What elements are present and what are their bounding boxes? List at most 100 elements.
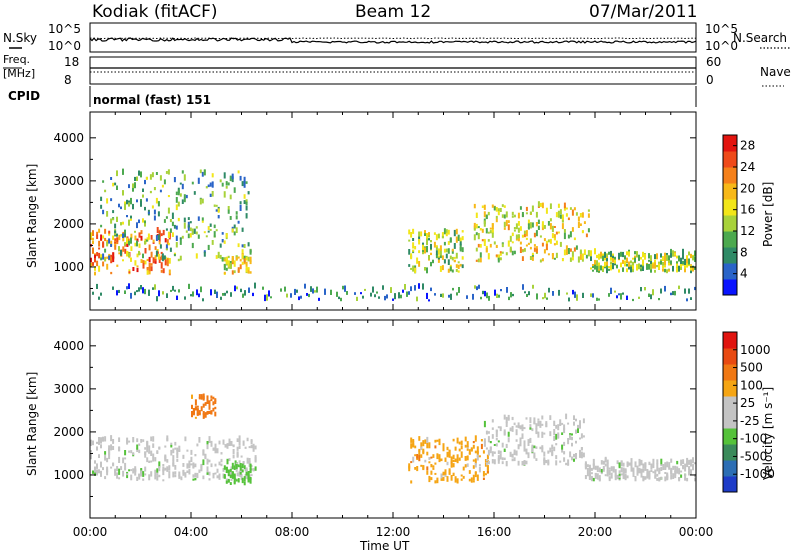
- echo-cell: [223, 191, 226, 198]
- echo-cell: [241, 227, 244, 232]
- echo-cell: [664, 268, 666, 273]
- echo-cell: [567, 234, 570, 239]
- echo-cell: [450, 293, 452, 300]
- echo-cell: [164, 238, 167, 243]
- echo-cell: [478, 466, 481, 473]
- echo-cell: [598, 467, 601, 473]
- echo-cell: [456, 459, 459, 464]
- echo-cell: [494, 289, 496, 296]
- echo-cell: [571, 433, 573, 436]
- echo-cell: [567, 217, 570, 221]
- echo-cell: [573, 453, 575, 458]
- echo-cell: [620, 467, 623, 473]
- echo-cell: [474, 285, 476, 289]
- echo-cell: [430, 477, 433, 481]
- echo-cell: [694, 252, 696, 255]
- echo-cell: [184, 436, 187, 442]
- echo-cell: [541, 447, 544, 453]
- echo-cell: [241, 253, 244, 260]
- echo-cell: [561, 432, 564, 435]
- echo-cell: [608, 467, 611, 470]
- echo-cell: [116, 466, 119, 472]
- echo-cell: [436, 479, 439, 484]
- echo-cell: [472, 465, 475, 469]
- echo-cell: [216, 291, 218, 298]
- echo-cell: [96, 231, 99, 235]
- echo-cell: [442, 443, 445, 446]
- echo-cell: [241, 181, 244, 187]
- echo-cell: [203, 251, 206, 257]
- echo-cell: [547, 459, 550, 466]
- velocity-panel-frame: [89, 319, 697, 519]
- echo-cell: [473, 234, 476, 241]
- echo-cell: [242, 461, 245, 465]
- echo-cell: [521, 427, 524, 432]
- echo-cell: [126, 199, 128, 205]
- echo-cell: [577, 428, 579, 433]
- echo-cell: [452, 472, 455, 476]
- echo-cell: [539, 202, 542, 207]
- echo-cell: [670, 470, 673, 475]
- echo-cell: [136, 447, 139, 452]
- echo-cell: [549, 238, 552, 244]
- echo-cell: [223, 263, 226, 271]
- echo-cell: [464, 456, 467, 461]
- echo-cell: [575, 245, 578, 250]
- echo-cell: [244, 446, 247, 449]
- echo-cell: [194, 478, 197, 481]
- echo-cell: [192, 478, 195, 481]
- echo-cell: [124, 290, 126, 294]
- echo-cell: [478, 284, 480, 289]
- echo-cell: [134, 242, 137, 247]
- echo-cell: [678, 255, 680, 262]
- echo-cell: [527, 439, 530, 445]
- echo-cell: [473, 225, 476, 230]
- echo-cell: [452, 460, 455, 463]
- echo-cell: [624, 260, 626, 267]
- echo-cell: [569, 207, 572, 210]
- echo-cell: [525, 206, 528, 212]
- echo-cell: [533, 455, 536, 459]
- echo-cell: [606, 459, 609, 464]
- echo-cell: [212, 407, 215, 412]
- echo-cell: [529, 437, 532, 443]
- echo-cell: [654, 254, 656, 260]
- echo-cell: [144, 447, 147, 450]
- echo-cell: [184, 472, 187, 478]
- echo-cell: [187, 217, 190, 220]
- echo-cell: [433, 232, 436, 235]
- echo-cell: [472, 480, 475, 483]
- echo-cell: [686, 263, 688, 268]
- echo-cell: [630, 466, 633, 472]
- echo-cell: [156, 296, 158, 302]
- echo-cell: [194, 399, 197, 406]
- echo-cell: [608, 470, 611, 476]
- echo-cell: [242, 293, 244, 298]
- echo-cell: [214, 406, 217, 410]
- echo-cell: [214, 446, 217, 454]
- echo-cell: [614, 290, 616, 293]
- echo-cell: [422, 465, 425, 471]
- echo-cell: [473, 222, 476, 228]
- echo-cell: [522, 284, 524, 290]
- echo-cell: [206, 441, 209, 445]
- echo-cell: [445, 248, 448, 253]
- echo-cell: [197, 234, 200, 239]
- echo-cell: [525, 237, 528, 240]
- echo-cell: [208, 406, 211, 410]
- echo-cell: [610, 287, 612, 294]
- echo-cell: [211, 240, 214, 245]
- echo-cell: [205, 186, 208, 189]
- echo-cell: [154, 475, 157, 480]
- echo-cell: [662, 464, 665, 470]
- echo-cell: [412, 456, 415, 463]
- echo-cell: [515, 429, 518, 436]
- echo-cell: [660, 458, 663, 465]
- echo-cell: [459, 263, 462, 267]
- echo-cell: [561, 444, 564, 450]
- echo-cell: [549, 223, 552, 230]
- echo-cell: [587, 228, 590, 233]
- echo-cell: [426, 470, 429, 475]
- echo-cell: [426, 466, 429, 471]
- echo-cell: [437, 248, 440, 255]
